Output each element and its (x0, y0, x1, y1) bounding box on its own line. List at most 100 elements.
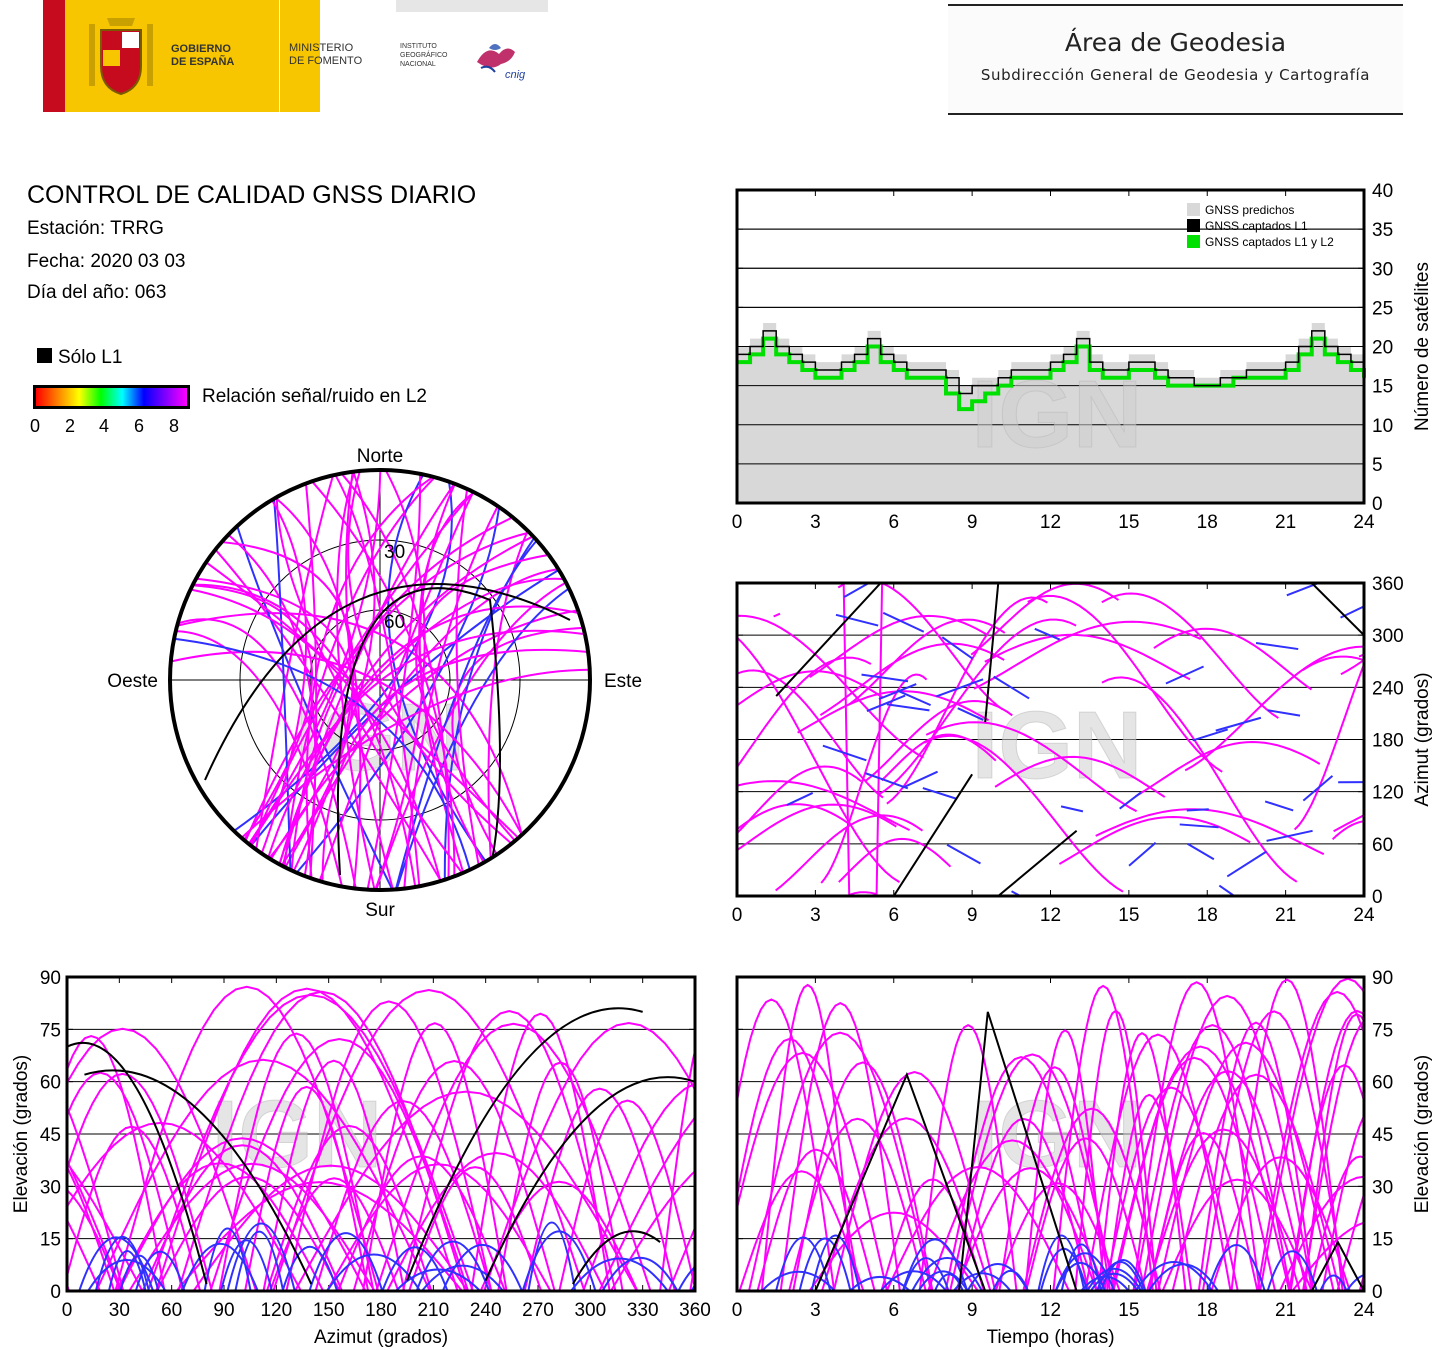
x-tick-label: 24 (1353, 1300, 1375, 1321)
satellite-track (994, 755, 1166, 798)
x-tick-label: 6 (888, 1300, 899, 1321)
flag-stripe (43, 0, 65, 112)
west-label: Oeste (107, 671, 158, 692)
satellite-track (957, 1117, 1090, 1291)
coat-of-arms-icon (89, 18, 153, 96)
x-tick-label: 24 (1353, 512, 1375, 533)
satellite-track (1331, 820, 1364, 841)
satellite-track (1278, 1175, 1364, 1291)
satellite-track (1110, 1045, 1291, 1291)
satellite-track (1106, 1093, 1193, 1291)
divider (279, 0, 280, 112)
satellite-track (192, 1164, 469, 1291)
satellite-track (67, 1027, 258, 1291)
satellite-track (809, 614, 989, 678)
y-tick-label: 45 (1372, 1125, 1393, 1146)
low-snr-track (281, 1245, 339, 1291)
satellite-track (756, 1148, 876, 1291)
l1-only-track (204, 583, 571, 781)
y-tick-label: 60 (40, 1073, 61, 1094)
satellite-track (1097, 1032, 1187, 1291)
low-snr-track (786, 792, 814, 806)
satellite-track (970, 583, 1120, 656)
satellite-track (455, 488, 480, 866)
satellite-track (886, 596, 1048, 805)
low-snr-track (810, 1234, 861, 1291)
satellite-track (67, 1034, 166, 1291)
low-snr-track (234, 1230, 285, 1291)
institutional-header: GOBIERNO DE ESPAÑA MINISTERIO DE FOMENTO… (43, 0, 548, 112)
l1-only-label: Sólo L1 (58, 347, 123, 368)
x-tick-label: 18 (1197, 1300, 1218, 1321)
low-snr-track (1086, 1267, 1143, 1291)
low-snr-track (1345, 1274, 1364, 1291)
satellite-track (918, 1023, 1018, 1291)
satellite-track (209, 1037, 470, 1291)
low-snr-track (879, 1270, 948, 1291)
satellite-track (408, 1166, 543, 1291)
y-tick-label: 25 (1372, 298, 1393, 319)
satellite-track (205, 561, 520, 839)
low-snr-track (1080, 1275, 1130, 1291)
low-snr-track (1255, 641, 1299, 651)
l1-only-track (1311, 583, 1364, 636)
satellite-track (1103, 1086, 1239, 1291)
area-geodesia-box: Área de Geodesia Subdirección General de… (948, 4, 1403, 115)
area-title: Área de Geodesia (1064, 28, 1287, 57)
y-tick-label: 75 (1372, 1020, 1393, 1041)
y-tick-label: 90 (1372, 968, 1393, 989)
legend-swatch (1187, 219, 1200, 232)
snr-tick: 4 (98, 416, 109, 436)
cnig-logo-icon: cnig (477, 44, 526, 81)
l1-only-track (336, 587, 501, 876)
x-tick-label: 30 (109, 1300, 130, 1321)
x-tick-label: 9 (967, 905, 978, 926)
legend-swatch (1187, 203, 1200, 216)
series-line-l1 (737, 330, 1365, 395)
y-tick-label: 240 (1372, 678, 1404, 699)
chart-elevation-time: 0 15 30 45 60 75 90 0 3 6 9 12 15 18 21 24 Elevación (gr… (732, 968, 1433, 1348)
low-snr-track (1218, 884, 1237, 896)
satellite-track (67, 1104, 125, 1291)
satellite-track (311, 480, 456, 877)
low-snr-track (1207, 1244, 1266, 1291)
south-label: Sur (365, 900, 395, 921)
plot-frame (735, 581, 1366, 898)
satellite-track (67, 1161, 144, 1291)
satellite-track (737, 614, 924, 759)
low-snr-track (87, 1258, 167, 1291)
satellite-track (820, 673, 928, 884)
y-tick-label: 75 (40, 1020, 61, 1041)
low-snr-track (119, 1254, 160, 1291)
legend-label: GNSS predichos (1205, 203, 1294, 217)
satellite-track (1024, 1029, 1106, 1291)
y-tick-label: 360 (1372, 574, 1404, 595)
satellite-track (737, 670, 884, 707)
satellite-track (374, 470, 426, 890)
y-tick-label: 0 (1372, 494, 1383, 515)
y-tick-label: 300 (1372, 626, 1404, 647)
y-tick-label: 60 (1372, 835, 1393, 856)
ring-label: 30 (384, 542, 405, 563)
low-snr-track (601, 1256, 679, 1291)
y-tick-label: 45 (40, 1125, 61, 1146)
x-tick-label: 6 (888, 512, 899, 533)
legend-label: GNSS captados L1 y L2 (1205, 235, 1334, 249)
ministerio-text: MINISTERIO DE FOMENTO (289, 42, 363, 67)
satellite-track (1101, 676, 1298, 883)
x-axis-label: Tiempo (horas) (986, 1327, 1114, 1348)
satellite-track (195, 577, 354, 867)
y-tick-label: 120 (1372, 783, 1404, 804)
satellite-track (155, 987, 459, 1291)
low-snr-track (992, 1270, 1030, 1291)
y-tick-label: 10 (1372, 416, 1393, 437)
satellite-track (689, 1256, 695, 1291)
satellite-track (285, 1000, 493, 1291)
y-axis-label: Elevación (grados) (11, 1055, 32, 1213)
satellite-track (221, 541, 355, 872)
low-snr-track (521, 1230, 597, 1291)
satellite-track (1302, 1019, 1364, 1291)
y-tick-label: 0 (50, 1282, 61, 1303)
x-tick-label: 3 (810, 512, 821, 533)
satellite-track (1293, 661, 1364, 831)
